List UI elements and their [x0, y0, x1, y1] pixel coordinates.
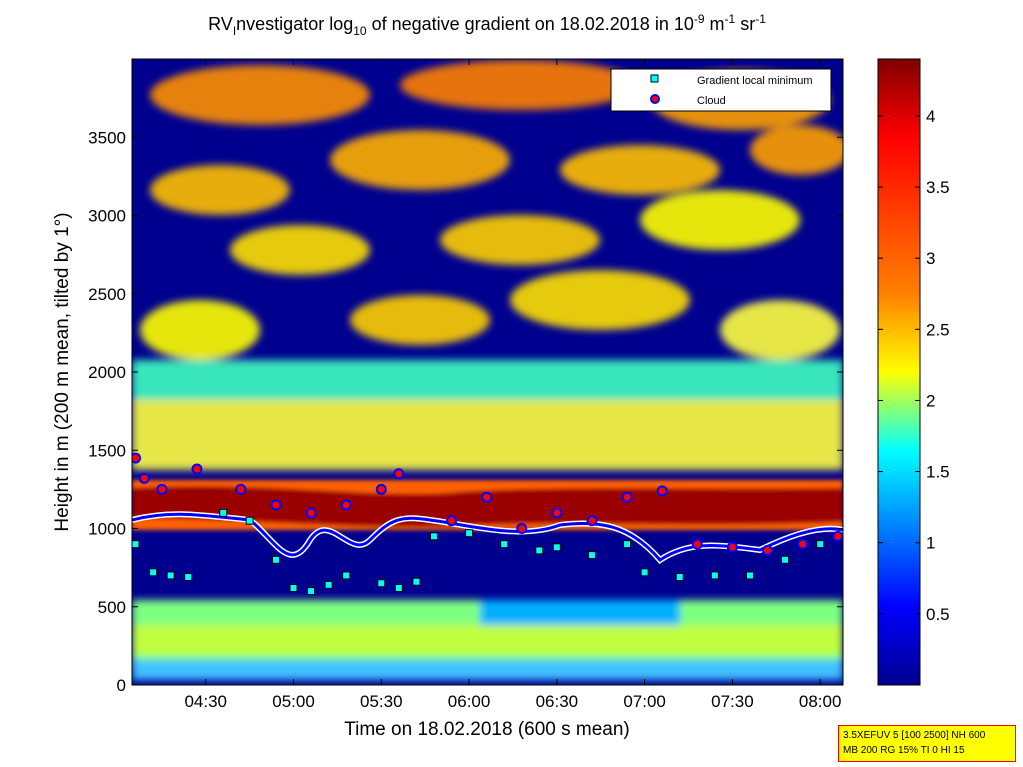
- y-tick-label: 500: [98, 598, 126, 617]
- cloud-point: [446, 515, 458, 527]
- legend: Gradient local minimum Cloud: [610, 68, 832, 112]
- y-tick-label: 2500: [88, 285, 126, 304]
- cloud-point: [191, 463, 203, 475]
- colorbar: [877, 58, 921, 686]
- x-tick-label: 07:30: [711, 692, 754, 711]
- colorbar-tick-label: 1: [926, 534, 935, 553]
- series-markers: [132, 452, 843, 596]
- x-tick-label: 06:30: [536, 692, 579, 711]
- gradient-minimum-point: [552, 543, 561, 552]
- cloud-point: [762, 544, 774, 556]
- x-tick-label: 04:30: [184, 692, 227, 711]
- y-tick-label: 3000: [88, 207, 126, 226]
- colorbar-tick-label: 1.5: [926, 463, 950, 482]
- gradient-minimum-point: [219, 508, 228, 517]
- heatmap-area: [132, 59, 843, 685]
- cloud-point: [375, 483, 387, 495]
- y-tick-label: 0: [117, 676, 126, 695]
- y-axis-ticks: 0 500 1000 1500 2000 2500 3000 3500: [88, 128, 843, 695]
- x-axis-label: Time on 18.02.2018 (600 s mean): [344, 719, 630, 740]
- x-axis-ticks: 04:30 05:00 05:30 06:00 06:30 07:00 07:30 08:00: [184, 59, 841, 711]
- gradient-minimum-point: [184, 573, 193, 582]
- cloud-point: [551, 507, 563, 519]
- gradient-minimum-point: [535, 546, 544, 555]
- cloud-point: [270, 499, 282, 511]
- colorbar-tick-label: 4: [926, 107, 935, 126]
- gradient-minimum-point: [500, 540, 509, 549]
- colorbar-tick-label: 3: [926, 249, 935, 268]
- cloud-point: [235, 483, 247, 495]
- colorbar-tick-label: 2: [926, 391, 935, 410]
- gradient-minimum-point: [745, 571, 754, 580]
- x-tick-label: 05:00: [272, 692, 315, 711]
- colorbar-tick-label: 3.5: [926, 178, 950, 197]
- gradient-minimum-point: [166, 571, 175, 580]
- cloud-point: [305, 507, 317, 519]
- y-tick-label: 1500: [88, 441, 126, 460]
- colorbar-tick-label: 2.5: [926, 320, 950, 339]
- gradient-minimum-point: [429, 532, 438, 541]
- gradient-minimum-point: [412, 577, 421, 586]
- gradient-minimum-point: [289, 583, 298, 592]
- x-tick-label: 08:00: [799, 692, 842, 711]
- cloud-point: [156, 483, 168, 495]
- gradient-minimum-point: [816, 540, 825, 549]
- y-tick-label: 3500: [88, 128, 126, 147]
- gradient-minimum-point: [132, 540, 140, 549]
- cloud-point: [691, 538, 703, 550]
- gradient-minimum-point: [640, 568, 649, 577]
- colorbar-tick-label: 0.5: [926, 605, 950, 624]
- legend-marker-cloud: [650, 94, 660, 104]
- x-tick-label: 05:30: [360, 692, 403, 711]
- cloud-point: [516, 523, 528, 534]
- y-axis-label: Height in m (200 m mean, tilted by 1°): [52, 212, 73, 531]
- cloud-point: [621, 491, 633, 503]
- cloud-point: [340, 499, 352, 511]
- gradient-minimum-point: [623, 540, 632, 549]
- cloud-point: [393, 468, 405, 480]
- cloud-point: [586, 515, 598, 527]
- cloud-point: [656, 485, 668, 497]
- cloud-point: [797, 538, 809, 550]
- gradient-minimum-point: [465, 529, 474, 538]
- colorbar-ticks: 0.5 1 1.5 2 2.5 3 3.5 4: [878, 107, 950, 624]
- gradient-minimum-point: [377, 579, 386, 588]
- chart-title: RVInvestigator log10 of negative gradien…: [208, 12, 766, 38]
- gradient-minimum-point: [271, 555, 280, 564]
- gradient-minimum-point: [342, 571, 351, 580]
- cloud-point: [481, 491, 493, 503]
- legend-label-gradient-minimum: Gradient local minimum: [697, 75, 813, 87]
- legend-label-cloud: Cloud: [697, 95, 726, 107]
- gradient-minimum-point: [710, 571, 719, 580]
- cloud-point: [726, 541, 738, 553]
- gradient-minimum-point: [394, 583, 403, 592]
- gradient-minimum-point: [307, 587, 316, 596]
- cloud-point: [832, 530, 843, 542]
- x-tick-label: 06:00: [448, 692, 491, 711]
- cloud-point: [138, 472, 150, 484]
- y-tick-label: 2000: [88, 363, 126, 382]
- cloud-point: [132, 452, 142, 464]
- annotation-box: 3.5XEFUV 5 [100 2500] NH 600 MB 200 RG 1…: [838, 725, 1016, 762]
- legend-marker-gradient-minimum: [650, 74, 659, 83]
- annotation-line-2: MB 200 RG 15% TI 0 HI 15: [843, 745, 965, 756]
- x-tick-label: 07:00: [623, 692, 666, 711]
- gradient-minimum-point: [587, 551, 596, 560]
- gradient-minimum-point: [675, 573, 684, 582]
- gradient-minimum-point: [781, 555, 790, 564]
- gradient-minimum-point: [149, 568, 158, 577]
- gradient-minimum-point: [245, 516, 254, 525]
- annotation-line-1: 3.5XEFUV 5 [100 2500] NH 600: [843, 730, 986, 741]
- gradient-minimum-point: [324, 580, 333, 589]
- y-tick-label: 1000: [88, 520, 126, 539]
